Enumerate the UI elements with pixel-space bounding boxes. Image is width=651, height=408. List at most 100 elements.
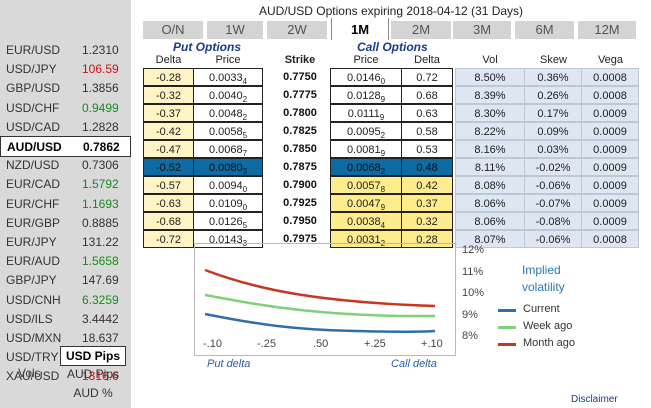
pair-item-usd-cnh[interactable]: USD/CNH 6.3259 [0,290,131,309]
y-tick-label: 10% [462,287,485,299]
put-delta-cell: -0.42 [143,122,194,140]
call-delta-cell: 0.63 [401,104,453,122]
put-price-cell-value: 0.0033 [208,72,243,84]
y-tick-label: 9% [462,308,478,321]
pair-rate: 3.4442 [82,311,119,326]
skew-cell: -0.06% [524,230,582,248]
pair-item-xau-usd[interactable]: XAU/USD 1316.6 [0,366,131,385]
call-delta-cell: 0.72 [401,68,453,86]
pair-rate: 1.5658 [82,254,119,269]
skew-cell-value: 0.09% [537,126,569,138]
strike-cell-value: 0.7775 [283,89,317,101]
vega-cell: 0.0008 [581,86,639,104]
tab-tenor-6m[interactable]: 6M [515,21,574,39]
page-title: AUD/USD Options expiring 2018-04-12 (31 … [258,4,524,18]
pair-item-gbp-jpy[interactable]: GBP/JPY 147.69 [0,270,131,289]
pair-item-eur-chf[interactable]: EUR/CHF 1.1693 [0,194,131,213]
call-price-cell-pipette: 8 [380,185,386,195]
tab-tenor-2m[interactable]: 2M [391,21,451,39]
put-delta-cell-value: -0.28 [155,72,182,84]
skew-cell: -0.08% [524,212,582,230]
strike-cell-value: 0.7925 [283,197,317,209]
vega-cell: 0.0008 [581,230,639,248]
tab-tenor-1w[interactable]: 1W [207,21,263,39]
skew-cell: 0.17% [524,104,582,122]
put-price-cell-value: 0.0109 [208,198,243,210]
put-price-cell-value: 0.0094 [208,180,243,192]
put-price-cell: 0.00585 [193,122,263,140]
vega-cell-value: 0.0008 [593,90,627,102]
pair-item-nzd-usd[interactable]: NZD/USD 0.7306 [0,155,131,174]
legend-title: Implied volatility [522,263,565,294]
put-delta-cell: -0.68 [143,212,194,230]
call-price-header: Price [353,54,379,66]
strike-cell: 0.7950 [275,212,325,230]
put-delta-cell: -0.57 [143,176,194,194]
current-curve [204,312,436,333]
strike-cell-value: 0.7850 [283,143,317,155]
skew-cell: 0.09% [524,122,582,140]
pair-item-usd-mxn[interactable]: USD/MXN 18.637 [0,328,131,347]
call-price-cell-pipette: 2 [380,167,386,177]
vega-cell-value: 0.0009 [593,198,627,210]
tab-tenor-on[interactable]: O/N [143,21,203,39]
pair-name: EUR/USD [6,43,61,57]
pair-item-aud-usd[interactable]: AUD/USD 0.7862 [0,136,131,157]
pair-item-gbp-usd[interactable]: GBP/USD 1.3856 [0,78,131,97]
put-price-cell: 0.00940 [193,176,263,194]
put-delta-cell: -0.63 [143,194,194,212]
unit-option-aud-[interactable]: AUD % [73,386,113,400]
call-price-cell-pipette: 9 [380,95,386,105]
call-price-cell-pipette: 0 [380,77,386,87]
put-delta-cell: -0.32 [143,86,194,104]
put-price-cell-value: 0.0126 [208,216,243,228]
call-delta-cell-value: 0.58 [416,126,438,138]
vol-cell: 8.08% [455,176,525,194]
vol-cell: 8.50% [455,68,525,86]
vol-cell-value: 8.16% [474,144,506,156]
month-ago-curve [204,268,436,308]
pair-name: NZD/USD [6,158,60,173]
vol-cell-value: 8.11% [474,162,506,174]
put-price-cell-value: 0.0040 [208,90,243,102]
vol-cell-value: 8.50% [474,72,506,84]
pair-item-usd-cad[interactable]: USD/CAD 1.2828 [0,117,131,136]
call-price-cell-value: 0.0146 [346,72,381,84]
put-price-cell: 0.00334 [193,68,263,86]
pair-item-usd-jpy[interactable]: USD/JPY 106.59 [0,59,131,78]
unit-option-aud-pips[interactable]: AUD Pips [66,367,119,381]
unit-option-usd-pips[interactable]: USD Pips [60,346,126,366]
pair-rate: 147.69 [82,273,119,288]
pair-item-usd-chf[interactable]: USD/CHF 0.9499 [0,98,131,117]
pair-name: USD/ILS [6,311,53,326]
call-delta-cell: 0.53 [401,140,453,158]
vols-label: Vols [18,366,41,380]
skew-cell: -0.07% [524,194,582,212]
pair-item-eur-jpy[interactable]: EUR/JPY 131.22 [0,232,131,251]
vega-cell: 0.0009 [581,194,639,212]
tab-tenor-3m[interactable]: 3M [453,21,511,39]
disclaimer-link[interactable]: Disclaimer [571,394,618,405]
pair-name: AUD/USD [7,140,62,154]
pair-item-usd-ils[interactable]: USD/ILS 3.4442 [0,309,131,328]
pair-item-eur-usd[interactable]: EUR/USD 1.2310 [0,40,131,59]
call-price-cell: 0.00819 [330,140,402,158]
put-price-cell: 0.00402 [193,86,263,104]
volatility-chart-svg [204,268,436,333]
pair-item-eur-cad[interactable]: EUR/CAD 1.5792 [0,174,131,193]
call-price-cell-value: 0.0057 [346,180,381,192]
pair-item-eur-gbp[interactable]: EUR/GBP 0.8885 [0,213,131,232]
pair-name: USD/JPY [6,62,57,77]
tab-tenor-2w[interactable]: 2W [267,21,327,39]
pair-rate: 6.3259 [82,292,119,307]
tab-tenor-1m[interactable]: 1M [331,18,389,40]
pair-name: GBP/JPY [6,273,57,288]
call-price-cell: 0.00952 [330,122,402,140]
pair-item-eur-aud[interactable]: EUR/AUD 1.5658 [0,251,131,270]
put-delta-cell: -0.37 [143,104,194,122]
put-price-cell-pipette: 7 [242,149,248,159]
vol-cell: 8.06% [455,194,525,212]
strike-cell: 0.7825 [275,122,325,140]
vega-cell-value: 0.0009 [593,162,627,174]
tab-tenor-12m[interactable]: 12M [578,21,636,39]
